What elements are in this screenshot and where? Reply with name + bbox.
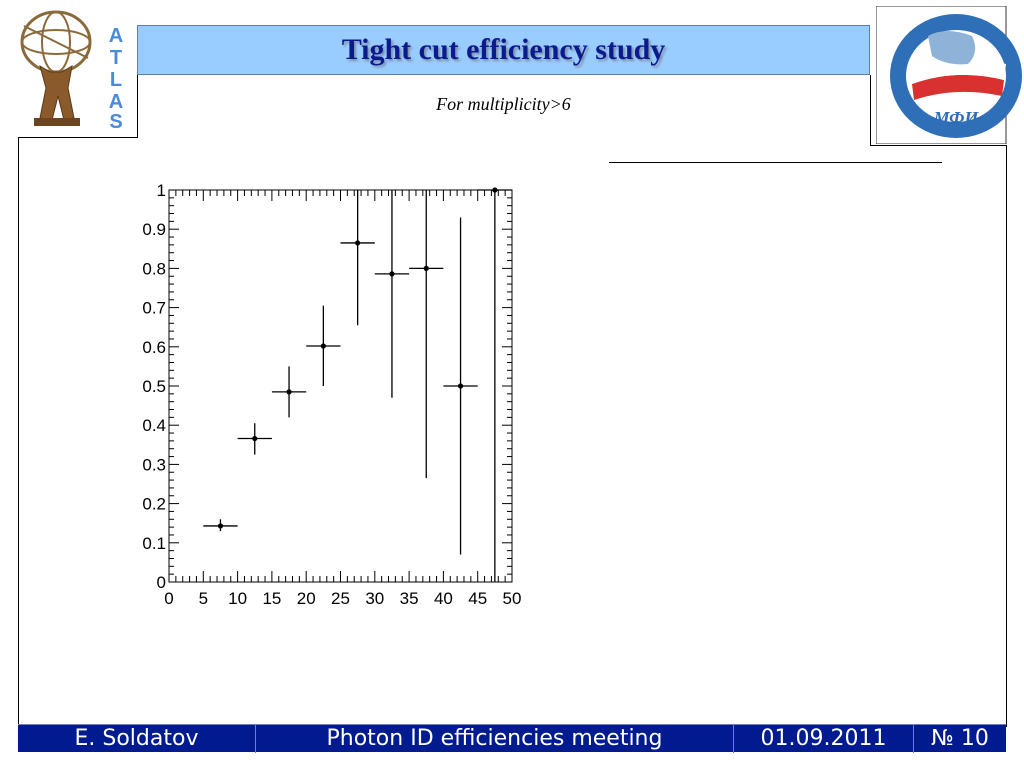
frame-top-left <box>18 137 137 138</box>
footer-meeting: Photon ID efficiencies meeting <box>256 725 734 753</box>
slide-subtitle: For multiplicity>6 <box>436 94 571 114</box>
efficiency-chart: 0 5 10 15 20 25 30 35 40 45 50 0 0.1 0.2 0.3 0.4 0.5 0.6 0… <box>130 175 540 620</box>
data-point <box>423 265 429 271</box>
decor-line <box>609 162 942 163</box>
y-tick-label: 0.9 <box>142 220 166 239</box>
frame-top-right <box>870 145 1006 146</box>
footer-author: E. Soldatov <box>18 725 256 753</box>
atlas-letter: A <box>109 91 123 113</box>
data-point <box>217 523 224 529</box>
footer-bar: E. Soldatov Photon ID efficiencies meeti… <box>18 724 1006 753</box>
data-point <box>252 435 258 442</box>
svg-text:МФИ: МФИ <box>933 108 980 128</box>
x-tick-label: 50 <box>503 589 522 608</box>
frame-left <box>18 137 19 727</box>
y-tick-label: 0.5 <box>142 377 166 396</box>
x-tick-label: 25 <box>331 589 350 608</box>
atlas-logo: A T L A S <box>10 6 130 133</box>
data-point <box>492 187 498 193</box>
footer-date: 01.09.2011 <box>734 725 914 753</box>
data-point <box>320 343 326 349</box>
x-tick-label: 0 <box>164 589 173 608</box>
y-tick-label: 0.3 <box>142 455 166 474</box>
data-point <box>355 240 361 246</box>
mephi-logo: МФИ <box>875 5 1024 145</box>
atlas-letter: L <box>110 69 122 91</box>
x-tick-label: 35 <box>400 589 419 608</box>
x-tick-label: 40 <box>434 589 453 608</box>
y-tick-label: 0 <box>157 573 166 592</box>
x-tick-label: 30 <box>365 589 384 608</box>
y-tick-label: 0.4 <box>142 416 166 435</box>
atlas-letter: A <box>109 25 123 47</box>
y-tick-label: 0.2 <box>142 495 166 514</box>
x-tick-label: 45 <box>468 589 487 608</box>
data-point <box>457 383 464 389</box>
y-tick-label: 0.6 <box>142 338 166 357</box>
x-tick-label: 20 <box>297 589 316 608</box>
frame-title-right <box>870 75 871 145</box>
frame-right <box>1006 145 1007 727</box>
data-point <box>286 389 292 395</box>
x-tick-label: 15 <box>262 589 281 608</box>
atlas-letter: S <box>109 111 122 130</box>
frame-title-left <box>137 75 138 138</box>
footer-page-number: № 10 <box>931 726 989 751</box>
y-tick-label: 0.8 <box>142 259 166 278</box>
data-point <box>389 271 395 277</box>
x-tick-label: 10 <box>228 589 247 608</box>
y-tick-label: 1 <box>157 181 166 200</box>
slide-title: Tight cut efficiency study <box>341 33 666 66</box>
title-bar: Tight cut efficiency study <box>137 25 870 75</box>
y-tick-label: 0.1 <box>142 534 166 553</box>
x-tick-label: 5 <box>199 589 208 608</box>
y-tick-label: 0.7 <box>142 299 166 318</box>
atlas-letter: T <box>110 47 122 69</box>
